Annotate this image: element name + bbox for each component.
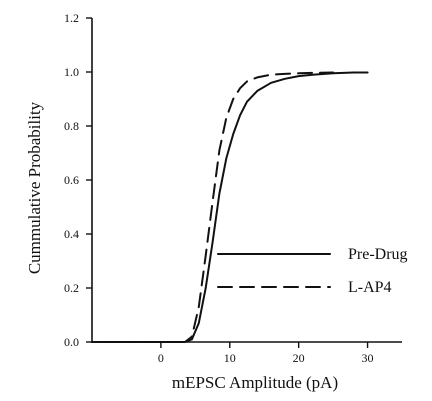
series-layer [91, 71, 369, 343]
legend: Pre-Drug L-AP4 [217, 246, 408, 296]
x-tick-label: 10 [224, 351, 236, 365]
plot-area: 0.0 0.2 0.4 0.6 0.8 1.0 1.2 0 10 20 30 [64, 11, 402, 365]
y-axis-ticks: 0.0 0.2 0.4 0.6 0.8 1.0 1.2 [64, 11, 92, 349]
x-tick-label: 20 [293, 351, 305, 365]
y-tick-label: 0.6 [64, 173, 79, 187]
x-axis-title: mEPSC Amplitude (pA) [172, 373, 338, 392]
series-line-l-ap4 [91, 71, 335, 343]
x-tick-label: 0 [158, 351, 164, 365]
y-tick-label: 0.2 [64, 281, 79, 295]
y-tick-label: 1.0 [64, 65, 79, 79]
x-tick-label: 30 [362, 351, 374, 365]
legend-label-pre-drug: Pre-Drug [348, 246, 408, 263]
legend-label-l-ap4: L-AP4 [348, 279, 392, 296]
y-axis-title: Cummulative Probability [25, 101, 44, 274]
y-tick-label: 0.0 [64, 335, 79, 349]
series-line-pre-drug [91, 71, 369, 343]
x-axis-ticks: 0 10 20 30 [158, 342, 374, 365]
y-tick-label: 0.4 [64, 227, 79, 241]
y-tick-label: 1.2 [64, 11, 79, 25]
y-tick-label: 0.8 [64, 119, 79, 133]
